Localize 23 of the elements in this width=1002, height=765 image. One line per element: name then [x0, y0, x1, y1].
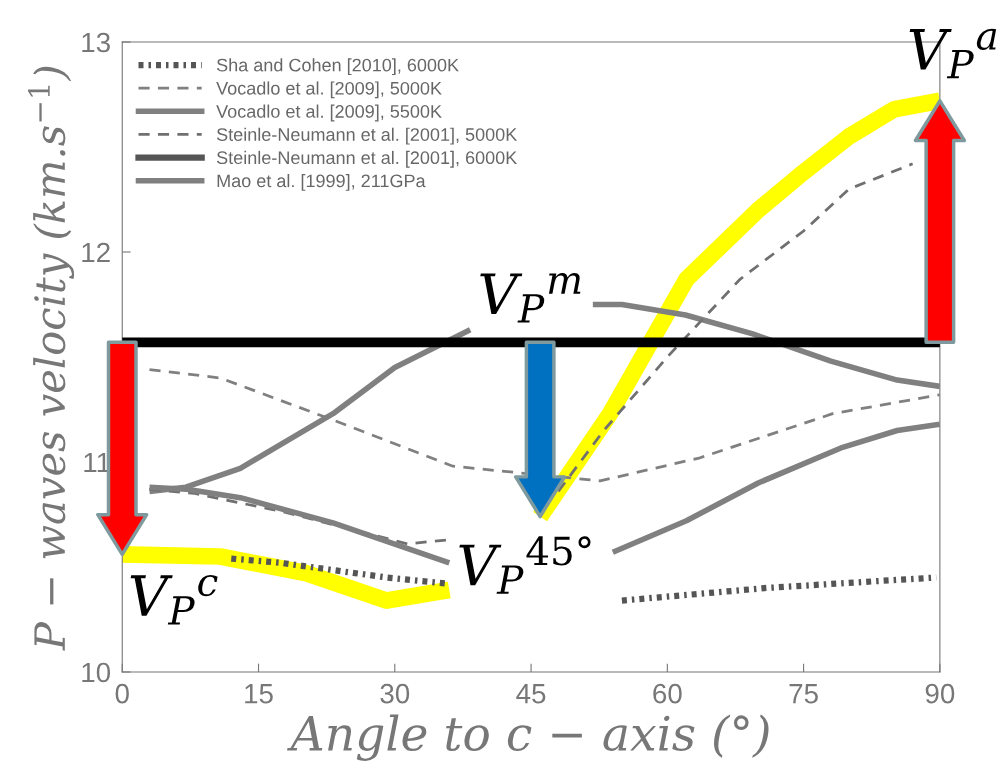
legend-label: Sha and Cohen [2010], 6000K [216, 58, 459, 76]
y-tick-label: 11 [84, 452, 110, 473]
annotation: V$_{P}$$^{a}$ [909, 28, 997, 79]
x-tick-label: 0 [115, 683, 129, 704]
legend-label: Vocadlo et al. [2009], 5000K [216, 81, 442, 99]
annotation: V$_{P}$$^{c}$ [130, 574, 218, 625]
x-tick-label: 90 [925, 683, 955, 704]
x-tick-label: 60 [653, 683, 682, 704]
annotation: V$_{P}$$^{45°}$ [459, 536, 591, 594]
y-tick-label: 13 [82, 32, 110, 53]
y-tick-label: 12 [82, 242, 110, 263]
annotation: V$_{P}$$^{m}$ [480, 272, 581, 323]
y-axis-title: P − waves velocity (km.s$^{−1}$) [28, 66, 75, 651]
legend-label: Steinle-Neumann et al. [2001], 5000K [216, 127, 518, 145]
y-tick-label: 10 [82, 662, 111, 683]
x-tick-label: 30 [380, 683, 410, 704]
x-tick-label: 15 [245, 684, 273, 704]
legend-label: Steinle-Neumann et al. [2001], 6000K [216, 150, 518, 168]
legend-label: Mao et al. [1999], 211GPa [217, 174, 426, 191]
legend-label: Vocadlo et al. [2009], 5500K [216, 104, 442, 122]
x-tick-label: 75 [789, 684, 818, 704]
x-axis-title: Angle to c − axis (°) [287, 714, 769, 761]
x-tick-label: 45 [516, 684, 546, 704]
